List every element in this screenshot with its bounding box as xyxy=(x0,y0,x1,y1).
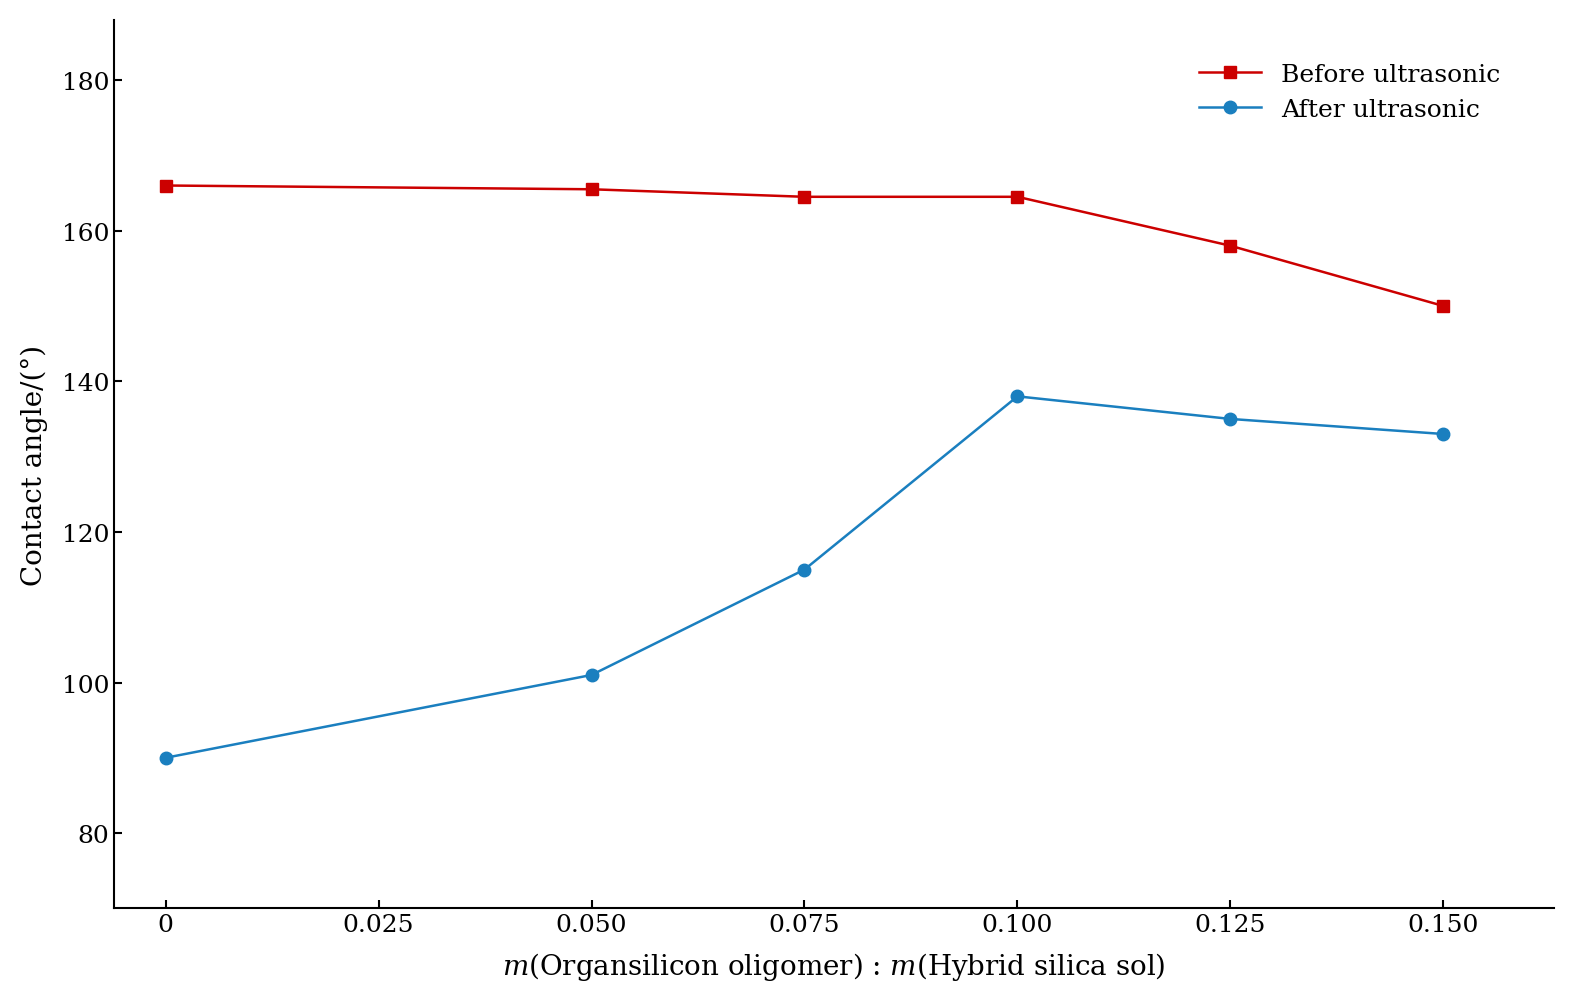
After ultrasonic xyxy=(156,752,175,764)
After ultrasonic xyxy=(1221,413,1240,425)
Y-axis label: Contact angle/(°): Contact angle/(°) xyxy=(20,344,49,585)
Before ultrasonic xyxy=(156,181,175,193)
After ultrasonic xyxy=(1433,428,1452,440)
After ultrasonic xyxy=(1008,391,1027,403)
X-axis label: $m$(Organsilicon oligomer) : $m$(Hybrid silica sol): $m$(Organsilicon oligomer) : $m$(Hybrid … xyxy=(502,950,1166,982)
Legend: Before ultrasonic, After ultrasonic: Before ultrasonic, After ultrasonic xyxy=(1186,51,1514,134)
Line: After ultrasonic: After ultrasonic xyxy=(159,391,1449,764)
Before ultrasonic xyxy=(583,185,602,197)
Before ultrasonic xyxy=(1433,301,1452,313)
Before ultrasonic xyxy=(1008,192,1027,204)
After ultrasonic xyxy=(583,669,602,681)
Before ultrasonic xyxy=(1221,241,1240,253)
Before ultrasonic xyxy=(795,192,814,204)
Line: Before ultrasonic: Before ultrasonic xyxy=(159,181,1449,313)
After ultrasonic xyxy=(795,564,814,576)
